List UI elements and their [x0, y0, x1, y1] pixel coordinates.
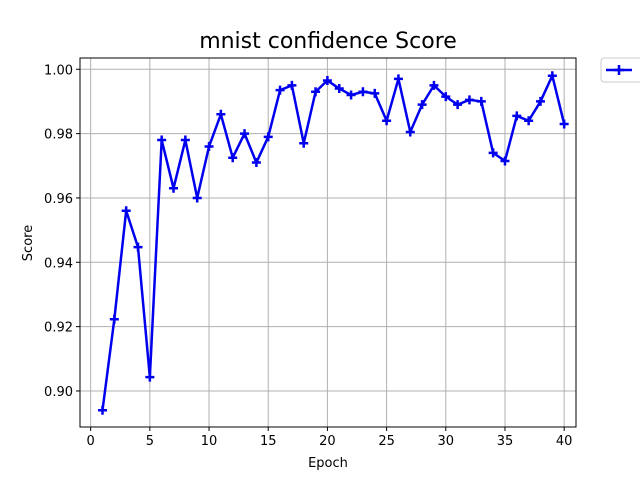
- data-point-marker: [287, 80, 297, 90]
- data-point-marker: [180, 135, 190, 145]
- data-point-marker: [512, 111, 522, 121]
- data-point-marker: [464, 95, 474, 105]
- data-point-marker: [109, 314, 119, 324]
- plot-frame: [79, 57, 577, 428]
- data-point-marker: [311, 87, 321, 97]
- data-point-marker: [500, 156, 510, 166]
- data-point-marker: [405, 127, 415, 137]
- series-line: [101, 74, 566, 411]
- data-point-marker: [393, 74, 403, 84]
- x-tick-label: 40: [556, 434, 573, 449]
- data-point-marker: [192, 193, 202, 203]
- data-point-marker: [559, 119, 569, 129]
- x-tick-label: 25: [378, 434, 395, 449]
- x-tick-label: 20: [319, 434, 336, 449]
- data-point-marker: [488, 148, 498, 158]
- data-point-marker: [263, 132, 273, 142]
- data-point-marker: [382, 116, 392, 126]
- data-point-marker: [441, 92, 451, 102]
- x-tick-label: 10: [201, 434, 218, 449]
- data-point-marker: [145, 372, 155, 382]
- data-point-marker: [299, 138, 309, 148]
- data-point-marker: [204, 141, 214, 151]
- y-tick-label: 0.92: [44, 321, 73, 336]
- x-tick-label: 5: [146, 434, 154, 449]
- data-point-marker: [453, 100, 463, 110]
- data-point-marker: [322, 76, 332, 86]
- data-point-marker: [240, 129, 250, 139]
- data-point-marker: [157, 135, 167, 145]
- data-point-marker: [275, 85, 285, 95]
- data-point-marker: [417, 100, 427, 110]
- data-point-marker: [429, 80, 439, 90]
- y-axis-label: Score: [21, 225, 36, 261]
- data-point-marker: [476, 96, 486, 106]
- y-tick-label: 0.96: [44, 192, 73, 207]
- legend: [600, 57, 640, 83]
- series-layer: [97, 71, 569, 415]
- data-point-marker: [334, 84, 344, 94]
- data-point-marker: [121, 206, 131, 216]
- data-point-marker: [524, 116, 534, 126]
- data-point-marker: [97, 405, 107, 415]
- data-point-marker: [251, 158, 261, 168]
- data-point-marker: [370, 88, 380, 98]
- data-point-marker: [133, 242, 143, 252]
- y-tick-label: 1.00: [44, 63, 73, 78]
- legend-marker-swatch: [614, 65, 624, 75]
- data-point-marker: [358, 87, 368, 97]
- y-tick-label: 0.90: [44, 385, 73, 400]
- x-tick-label: 30: [438, 434, 455, 449]
- x-tick-label: 0: [87, 434, 95, 449]
- grid: [80, 58, 576, 427]
- x-axis-label: Epoch: [308, 456, 348, 471]
- data-point-marker: [169, 183, 179, 193]
- data-point-marker: [216, 109, 226, 119]
- y-tick-label: 0.94: [44, 256, 73, 271]
- data-point-marker: [228, 153, 238, 163]
- y-tick-label: 0.98: [44, 128, 73, 143]
- data-point-marker: [346, 90, 356, 100]
- chart-title: mnist confidence Score: [199, 29, 457, 54]
- x-tick-label: 35: [497, 434, 514, 449]
- data-point-marker: [547, 71, 557, 81]
- axis-ticks: 0 5 10 15 20 25 30 35 40 0.90 0.92 0.94 0.96 0.98 1.00: [44, 63, 572, 449]
- x-tick-label: 15: [260, 434, 277, 449]
- data-point-marker: [535, 96, 545, 106]
